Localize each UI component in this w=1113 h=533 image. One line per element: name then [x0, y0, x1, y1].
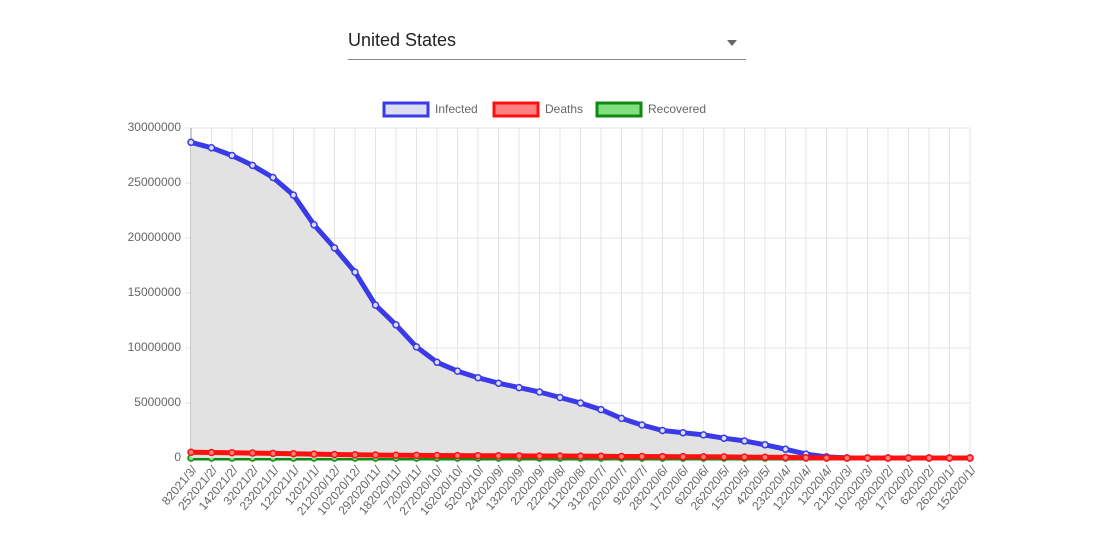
y-tick-label: 10000000	[128, 340, 182, 354]
point	[740, 437, 749, 445]
y-tick-label: 30000000	[128, 120, 182, 134]
point	[310, 450, 318, 458]
point	[761, 453, 769, 461]
point	[187, 448, 195, 457]
legend-label: Infected	[435, 102, 478, 116]
point	[556, 393, 564, 402]
point	[597, 405, 605, 414]
y-tick-label: 0	[174, 450, 181, 464]
area	[191, 142, 970, 459]
dropdown-value[interactable]: United States	[348, 30, 456, 50]
point	[494, 379, 503, 387]
dropdown-arrow[interactable]	[727, 40, 737, 46]
point	[966, 454, 974, 462]
y-tick-label: 20000000	[128, 230, 182, 244]
point	[248, 161, 257, 170]
point	[699, 453, 708, 461]
point	[638, 452, 646, 461]
y-tick-label: 5000000	[134, 395, 181, 409]
legend-label: Deaths	[545, 102, 583, 116]
point	[494, 452, 503, 460]
point	[351, 451, 359, 459]
point	[535, 452, 544, 460]
point	[556, 452, 564, 460]
point	[187, 138, 195, 147]
point	[412, 451, 421, 460]
point	[289, 449, 298, 458]
point	[433, 451, 441, 460]
point	[289, 191, 298, 199]
legend-swatch	[595, 101, 643, 118]
point	[679, 452, 687, 461]
point	[515, 383, 523, 392]
point	[597, 452, 605, 461]
point	[371, 451, 380, 459]
point	[617, 452, 626, 461]
point	[740, 453, 749, 461]
point	[781, 453, 790, 462]
point	[535, 388, 544, 396]
point	[433, 358, 441, 367]
point	[310, 221, 318, 229]
point	[781, 445, 790, 453]
point	[802, 454, 810, 462]
point	[330, 244, 339, 252]
point	[945, 454, 954, 462]
point	[925, 454, 933, 462]
point	[679, 428, 687, 437]
point	[392, 321, 400, 329]
point	[269, 449, 277, 458]
point	[576, 452, 585, 460]
point	[248, 449, 257, 457]
point	[576, 399, 585, 407]
point	[884, 454, 892, 462]
point	[269, 173, 277, 182]
legend-swatch	[382, 101, 430, 118]
point	[638, 421, 646, 429]
point	[720, 434, 728, 442]
point	[658, 452, 667, 461]
point	[228, 448, 236, 457]
point	[761, 441, 769, 449]
point	[207, 144, 216, 152]
point	[863, 454, 872, 462]
point	[453, 451, 462, 460]
point	[474, 451, 482, 460]
legend-swatch	[492, 101, 540, 118]
point	[330, 450, 339, 459]
point	[904, 454, 913, 462]
point	[474, 373, 482, 382]
point	[207, 448, 216, 457]
y-tick-label: 15000000	[128, 285, 182, 299]
country-dropdown[interactable]: United States	[348, 30, 746, 60]
point	[699, 431, 708, 439]
point	[351, 268, 359, 276]
point	[412, 343, 421, 351]
point	[392, 451, 400, 459]
y-tick-label: 25000000	[128, 175, 182, 189]
point	[720, 453, 728, 461]
point	[843, 454, 851, 462]
point	[228, 151, 236, 160]
legend-label: Recovered	[648, 102, 706, 116]
point	[515, 452, 523, 460]
point	[371, 301, 380, 309]
point	[658, 426, 667, 435]
point	[453, 367, 462, 375]
point	[822, 454, 831, 462]
point	[617, 414, 626, 423]
